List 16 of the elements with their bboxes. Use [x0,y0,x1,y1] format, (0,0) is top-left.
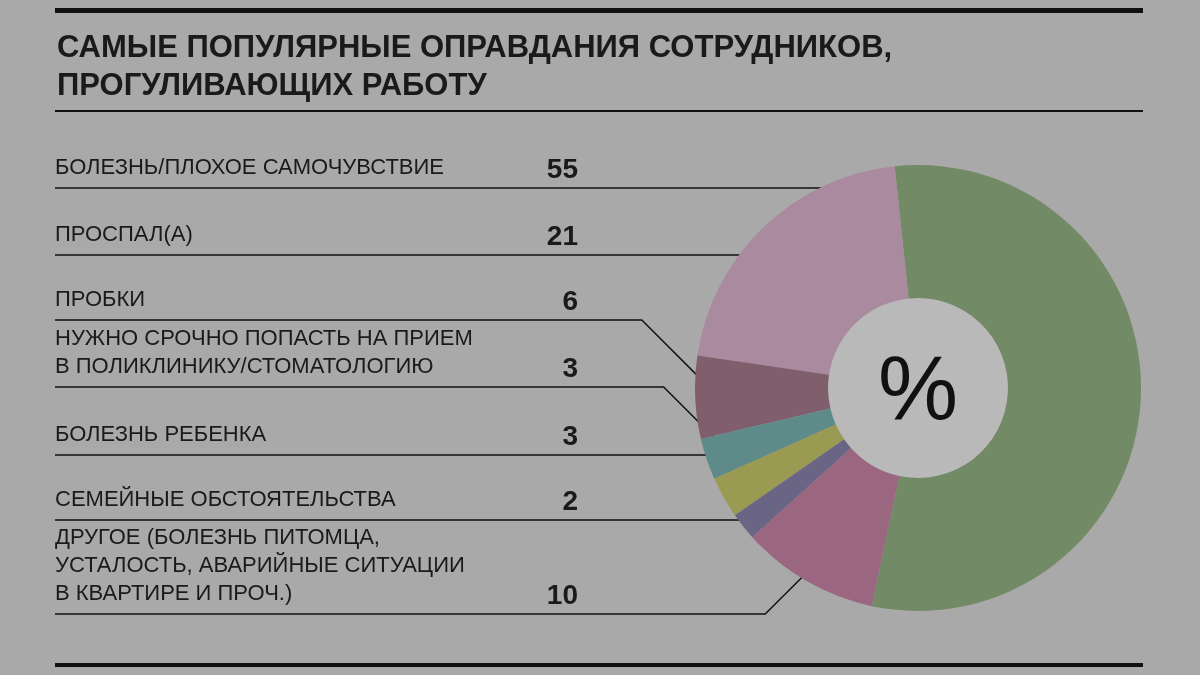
slice-label: СЕМЕЙНЫЕ ОБСТОЯТЕЛЬСТВА [55,485,396,511]
slice-label: БОЛЕЗНЬ РЕБЕНКА [55,420,267,446]
data-label: 6 [562,284,578,316]
data-label: 3 [562,351,578,383]
data-label: 3 [562,419,578,451]
data-label: 10 [546,578,578,610]
data-label: 55 [546,152,578,184]
slice-label: ПРОБКИ [55,285,146,311]
slice-label: ПРОСПАЛ(А) [55,220,193,246]
data-label: 2 [562,484,578,516]
text: % [877,338,959,438]
slice-label: НУЖНО СРОЧНО ПОПАСТЬ НА ПРИЕМ В ПОЛИКЛИНИКУ/СТОМАТОЛОГИЮ [55,324,473,378]
slice-label: БОЛЕЗНЬ/ПЛОХОЕ САМОЧУВСТВИЕ [55,153,444,179]
data-label: 21 [546,219,578,251]
slice-label: ДРУГОЕ (БОЛЕЗНЬ ПИТОМЦА, УСТАЛОСТЬ, АВАРИЙНЫЕ СИТУАЦИИ В КВАРТИРЕ И ПРОЧ.) [55,523,465,605]
chart-title: САМЫЕ ПОПУЛЯРНЫЕ ОПРАВДАНИЯ СОТРУДНИКОВ, ПРОГУЛИВАЮЩИХ РАБОТУ [57,28,893,102]
